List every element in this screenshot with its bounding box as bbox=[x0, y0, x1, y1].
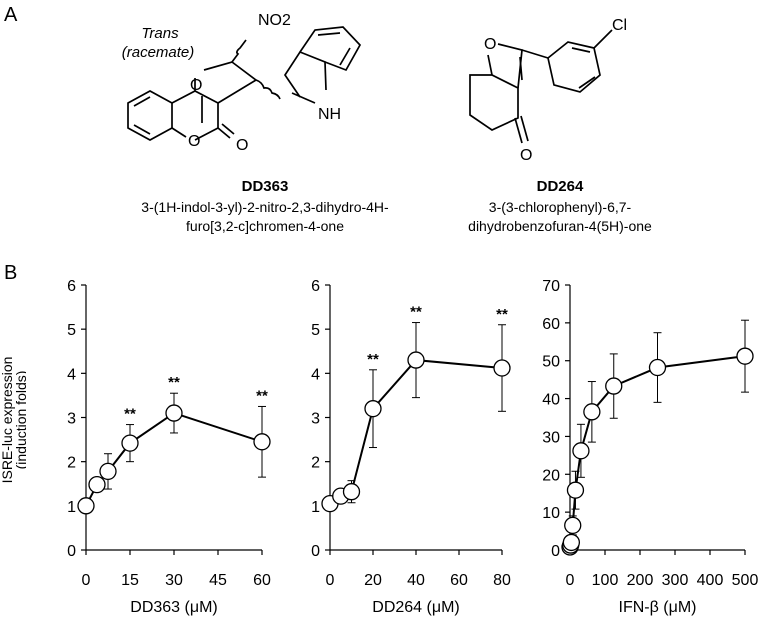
chart-1-y-tick-label: 6 bbox=[311, 278, 320, 295]
chart-0-significance-label: ** bbox=[168, 374, 180, 391]
chart-2-y-tick-label: 70 bbox=[542, 278, 560, 295]
chart-2-y-tick-label: 10 bbox=[542, 505, 560, 522]
chart-0-data-point bbox=[99, 462, 117, 481]
y-axis-label-line1: ISRE-luc expression bbox=[2, 357, 15, 484]
chart-0-y-tick-label: 1 bbox=[67, 499, 76, 516]
chart-2-x-axis-label: IFN-β (μM) bbox=[619, 599, 697, 616]
chart-2-data-point bbox=[736, 347, 754, 365]
shared-y-axis-label: ISRE-luc expression (induction folds) bbox=[2, 357, 26, 484]
dd363-nh-label: NH bbox=[318, 106, 341, 123]
chart-0-data-point bbox=[165, 404, 183, 422]
dd264-structure: O O Cl bbox=[469, 17, 627, 164]
chart-0-data-point bbox=[121, 434, 139, 452]
dd264-description-line1: 3-(3-chlorophenyl)-6,7- bbox=[488, 199, 632, 215]
chart-0-y-tick-label: 3 bbox=[67, 411, 76, 428]
chart-1-significance-label: ** bbox=[496, 306, 508, 323]
chart-0-x-tick-label: 15 bbox=[121, 572, 139, 589]
chart-0-y-tick-label: 5 bbox=[67, 322, 76, 339]
chart-1-x-tick-label: 60 bbox=[450, 572, 468, 589]
chart-0-data-point bbox=[88, 475, 106, 494]
chart-2-data-point bbox=[583, 403, 601, 421]
panel-label-b: B bbox=[4, 262, 18, 284]
chart-2-y-tick-label: 0 bbox=[551, 543, 560, 560]
chart-1-y-tick-label: 1 bbox=[311, 499, 320, 516]
chart-0-significance-label: ** bbox=[124, 406, 136, 423]
chart-1-y-tick-label: 3 bbox=[311, 411, 320, 428]
chart-0-x-axis-label: DD363 (μM) bbox=[130, 599, 217, 616]
chart-1-y-tick-label: 0 bbox=[311, 543, 320, 560]
chart-2-data-point bbox=[566, 481, 585, 499]
chart-0-data-point bbox=[253, 433, 271, 451]
dd363-structure: Trans (racemate) NO2 O O O NH bbox=[122, 12, 362, 154]
chart-1-y-tick-label: 2 bbox=[311, 455, 320, 472]
dd363-carbonyl-o: O bbox=[236, 137, 248, 154]
dd363-racemate-label: (racemate) bbox=[122, 44, 195, 61]
chart-0-y-tick-label: 0 bbox=[67, 543, 76, 560]
dd264-description-line2: dihydrobenzofuran-4(5H)-one bbox=[468, 218, 652, 234]
dd264-name: DD264 bbox=[536, 178, 584, 195]
chart-2-x-tick-label: 500 bbox=[732, 572, 759, 589]
chart-0-y-tick-label: 4 bbox=[67, 366, 76, 383]
dd264-cl-label: Cl bbox=[612, 17, 627, 34]
chart-1-y-tick-label: 4 bbox=[311, 366, 320, 383]
chart-2-data-point bbox=[572, 442, 590, 460]
chart-1-data-point bbox=[493, 359, 511, 377]
dd363-ring-o1: O bbox=[190, 77, 202, 94]
chart-2-x-tick-label: 100 bbox=[592, 572, 619, 589]
chart-2-y-tick-label: 30 bbox=[542, 429, 560, 446]
chart-0-x-tick-label: 60 bbox=[253, 572, 271, 589]
chart-2-data-point bbox=[605, 377, 623, 395]
chart-1-y-tick-label: 5 bbox=[311, 322, 320, 339]
dd363-description-line2: furo[3,2-c]chromen-4-one bbox=[186, 218, 344, 234]
chart-2-y-tick-label: 20 bbox=[542, 467, 560, 484]
chart-0-y-tick-label: 6 bbox=[67, 278, 76, 295]
chart-0-x-tick-label: 45 bbox=[209, 572, 227, 589]
dd264-carbonyl-o: O bbox=[520, 147, 532, 164]
dd363-ring-o2: O bbox=[188, 133, 200, 150]
chart-1-data-point bbox=[364, 400, 382, 418]
chart-1-data-point bbox=[342, 483, 361, 501]
panel-label-a: A bbox=[4, 4, 18, 26]
chart-1-x-tick-label: 40 bbox=[407, 572, 425, 589]
chart-0-significance-label: ** bbox=[256, 387, 268, 404]
chart-2-x-tick-label: 300 bbox=[662, 572, 689, 589]
chart-2-data-point bbox=[648, 358, 667, 377]
y-axis-label-line2: (induction folds) bbox=[13, 371, 26, 470]
chart-2-y-tick-label: 60 bbox=[542, 316, 560, 333]
chart-1-x-tick-label: 80 bbox=[493, 572, 511, 589]
dd363-trans-label: Trans bbox=[141, 25, 179, 42]
chart-2-x-tick-label: 200 bbox=[627, 572, 654, 589]
dd363-name: DD363 bbox=[241, 178, 289, 195]
chart-2-y-tick-label: 50 bbox=[542, 354, 560, 371]
chart-2-x-tick-label: 400 bbox=[697, 572, 724, 589]
dd363-nitro-label: NO2 bbox=[258, 12, 291, 29]
chart-1-significance-label: ** bbox=[410, 304, 422, 321]
chart-1-x-axis-label: DD264 (μM) bbox=[372, 599, 459, 616]
chart-1-x-tick-label: 20 bbox=[364, 572, 382, 589]
chart-2-data-point bbox=[562, 533, 581, 552]
chart-0-x-tick-label: 0 bbox=[82, 572, 91, 589]
chart-0-x-tick-label: 30 bbox=[165, 572, 183, 589]
chart-2-y-tick-label: 40 bbox=[542, 392, 560, 409]
chart-1-significance-label: ** bbox=[367, 351, 379, 368]
chart-1-data-point bbox=[407, 351, 425, 369]
dd264-ring-o: O bbox=[484, 36, 496, 53]
chart-0-data-point bbox=[77, 497, 95, 515]
chart-0-y-tick-label: 2 bbox=[67, 455, 76, 472]
chart-1-x-tick-label: 0 bbox=[326, 572, 335, 589]
dd363-description-line1: 3-(1H-indol-3-yl)-2-nitro-2,3-dihydro-4H… bbox=[141, 199, 389, 215]
chart-2-data-point bbox=[564, 516, 582, 535]
chart-2-x-tick-label: 0 bbox=[566, 572, 575, 589]
